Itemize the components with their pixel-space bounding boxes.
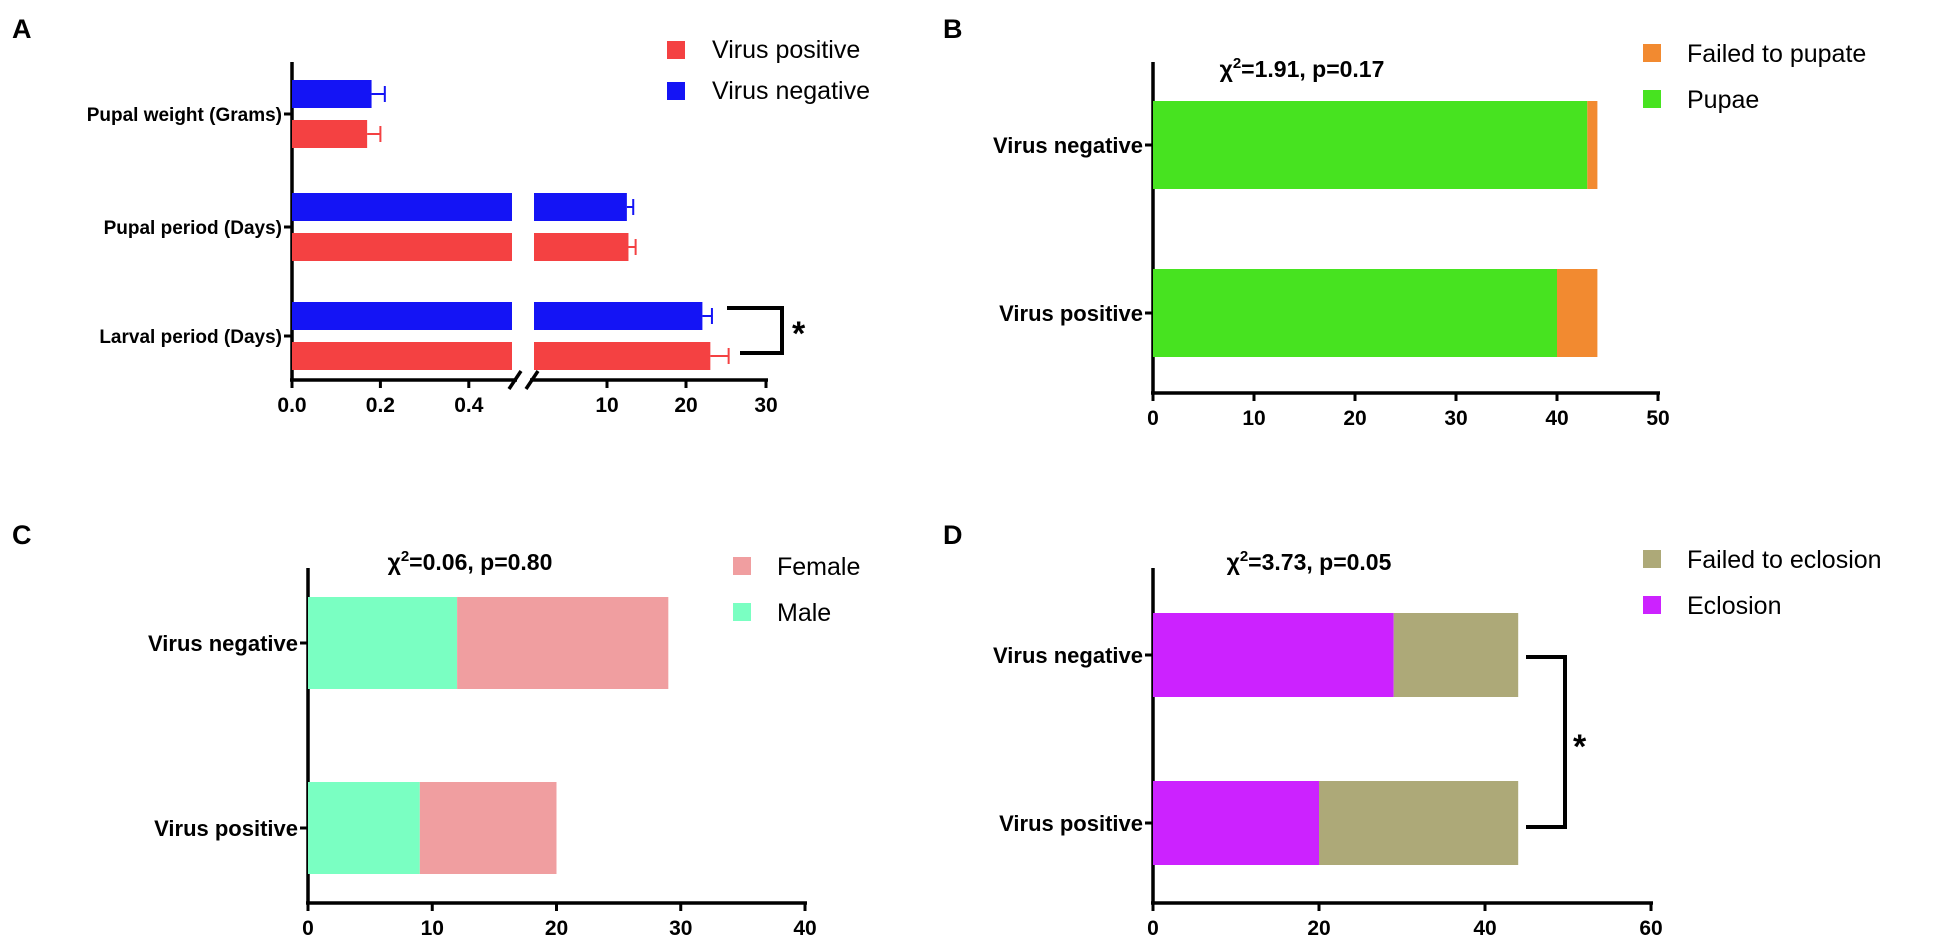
panel-b-x-tick-label: 0 [1147,407,1159,430]
bar-virus-negative-pupal-weight-grams [292,80,372,108]
panel-d-bar-failed-to-eclosion-virus-positive [1319,781,1519,865]
panel-label-d: D [943,520,963,550]
bar-virus-positive-pupal-period-days-part-2 [534,233,629,261]
bar-virus-negative-pupal-period-days-part-2 [534,193,627,221]
panel-b-chart: 0 10 20 30 40 50 Virus negative Virus positive χ… [993,40,1866,430]
panel-b-x-tick-label: 30 [1444,407,1467,430]
bar-virus-negative-larval-period-days-part-2 [534,302,703,330]
panel-c-legend-swatch-female [733,557,751,575]
panel-c-x-tick-label: 0 [302,917,314,940]
panel-a-axis-break-mark [507,370,523,390]
panel-d-x-tick-label: 60 [1639,917,1662,940]
panel-c-x-tick-label: 30 [669,917,692,940]
panel-c-x-tick-label: 20 [545,917,568,940]
panel-a-significance-bracket [727,306,784,355]
panel-d-bar-eclosion-virus-positive [1153,781,1319,865]
panel-d-category-label: Virus positive [999,811,1143,836]
panel-a-x-tick-label: 20 [674,394,697,417]
panel-b-legend-label-failed-to-pupate: Failed to pupate [1687,40,1866,68]
panel-a-legend-swatch-virus-positive [667,41,685,59]
bar-virus-positive-pupal-period-days-part-1 [292,233,512,261]
panel-d-legend-label-failed-to-eclosion: Failed to eclosion [1687,546,1882,574]
panel-a-legend-swatch-virus-negative [667,82,685,100]
panel-c-category-label: Virus positive [154,816,298,841]
panel-b-category-label: Virus negative [993,133,1143,158]
panel-d-legend-swatch-eclosion [1643,596,1661,614]
panel-b-bar-pupae-virus-negative [1153,101,1588,189]
panel-c-bar-female-virus-negative [457,597,669,689]
panel-d-chart: 0 20 40 60 Virus negative Virus positive χ2=3.… [993,546,1882,940]
panel-c-legend-label-male: Male [777,599,831,627]
panel-a-category-label: Larval period (Days) [99,327,282,348]
panel-a-x-tick-label: 10 [595,394,618,417]
panel-b-bar-failed-to-pupate-virus-negative [1587,101,1598,189]
panel-c-legend-swatch-male [733,603,751,621]
panel-b-x-tick-label: 10 [1242,407,1265,430]
panel-c-x-tick-label: 40 [793,917,816,940]
panel-a-axis-break-mark [524,370,540,390]
panel-d-x-tick-label: 0 [1147,917,1159,940]
bar-virus-negative-pupal-period-days-part-1 [292,193,512,221]
panel-b-bar-pupae-virus-positive [1153,269,1557,357]
panel-b-legend-swatch-failed-to-pupate [1643,44,1661,62]
panel-b-chi-square-annotation: χ2=1.91, p=0.17 [1220,55,1385,82]
panel-a-x-tick-label: 30 [754,394,777,417]
panel-a-x-tick-label: 0.0 [277,394,306,417]
panel-c-x-tick-label: 10 [421,917,444,940]
bar-virus-positive-larval-period-days-part-1 [292,342,512,370]
panel-b-x-tick-label: 40 [1545,407,1568,430]
panel-b-x-tick-label: 20 [1343,407,1366,430]
panel-label-c: C [12,520,32,550]
panel-a-legend-label-virus-positive: Virus positive [712,36,860,64]
bar-virus-negative-larval-period-days-part-1 [292,302,512,330]
panel-a-legend-label-virus-negative: Virus negative [712,77,870,105]
panel-b-category-label: Virus positive [999,301,1143,326]
panel-c-bar-male-virus-positive [308,782,420,874]
bar-virus-positive-pupal-weight-grams [292,120,368,148]
panel-b-x-tick-label: 50 [1646,407,1669,430]
panel-d-category-label: Virus negative [993,643,1143,668]
panel-d-significance-star: * [1573,728,1587,766]
panel-c-bar-male-virus-negative [308,597,458,689]
panel-c-category-label: Virus negative [148,631,298,656]
panel-label-b: B [943,14,963,44]
panel-d-bar-failed-to-eclosion-virus-negative [1393,613,1519,697]
panel-a-chart: 0.0 0.2 0.4 10 20 30 Pupal weight (Grams) Pupal… [87,36,870,417]
panel-a-x-tick-label: 0.4 [454,394,484,417]
panel-d-chi-square-annotation: χ2=3.73, p=0.05 [1227,548,1392,575]
panel-d-significance-bracket [1526,655,1567,829]
panel-d-legend-label-eclosion: Eclosion [1687,592,1782,620]
panel-a-category-label: Pupal weight (Grams) [87,105,282,126]
panel-label-a: A [12,14,32,44]
panel-d-x-tick-label: 40 [1473,917,1496,940]
panel-c-bar-female-virus-positive [419,782,557,874]
panel-a-category-label: Pupal period (Days) [104,218,282,239]
panel-a-significance-star: * [792,315,806,353]
panel-d-x-tick-label: 20 [1307,917,1330,940]
panel-c-chart: 0 10 20 30 40 Virus negative Virus positive χ2=… [148,548,860,940]
panel-b-legend-label-pupae: Pupae [1687,86,1759,114]
panel-c-chi-square-annotation: χ2=0.06, p=0.80 [388,548,553,575]
panel-b-legend-swatch-pupae [1643,90,1661,108]
panel-d-bar-eclosion-virus-negative [1153,613,1394,697]
panel-c-legend-label-female: Female [777,553,860,581]
bar-virus-positive-larval-period-days-part-2 [534,342,711,370]
panel-a-x-tick-label: 0.2 [366,394,395,417]
panel-d-legend-swatch-failed-to-eclosion [1643,550,1661,568]
panel-b-bar-failed-to-pupate-virus-positive [1557,269,1598,357]
